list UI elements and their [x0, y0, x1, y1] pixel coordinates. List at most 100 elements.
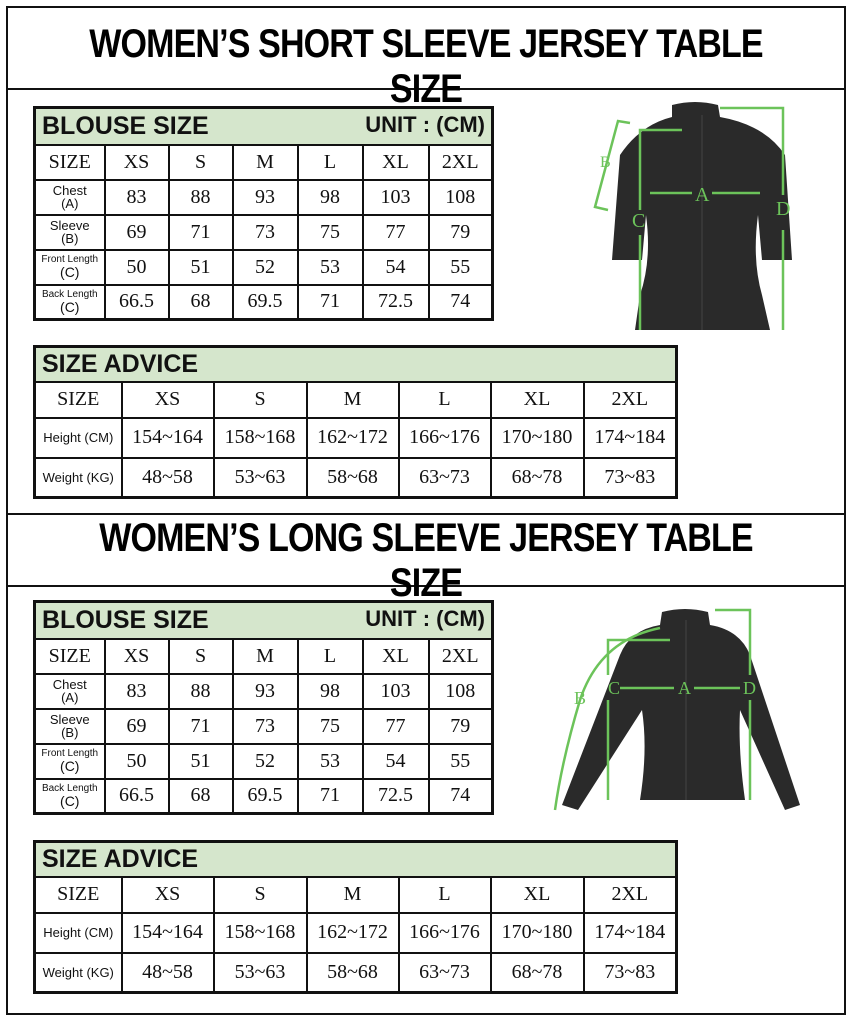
value-cell: 79 — [427, 707, 494, 745]
size-header-cell: L — [296, 637, 364, 675]
table-row: Back Length (C) 66.5 68 69.5 71 72.5 74 — [33, 283, 494, 321]
row-label: Weight (KG) — [33, 951, 123, 994]
value-cell: 53~63 — [212, 456, 308, 499]
table-row: Back Length (C) 66.5 68 69.5 71 72.5 74 — [33, 777, 494, 815]
size-row: SIZE XS S M L XL 2XL — [33, 637, 494, 675]
section-title: WOMEN’S SHORT SLEEVE JERSEY TABLE SIZE — [89, 22, 763, 111]
size-header-cell: SIZE — [33, 143, 106, 181]
size-header-cell: M — [231, 637, 299, 675]
label-a: A — [678, 678, 691, 698]
size-header-cell: SIZE — [33, 637, 106, 675]
value-cell: 77 — [361, 213, 430, 251]
page-frame — [6, 6, 846, 1015]
table-row: Height (CM) 154~164 158~168 162~172 166~176 1… — [33, 416, 678, 459]
value-cell: 108 — [427, 672, 494, 710]
value-cell: 162~172 — [305, 911, 400, 954]
blouse-size-table: BLOUSE SIZE UNIT : (CM) SIZE XS S M L XL 2XL Ches… — [33, 600, 494, 815]
size-header-cell: 2XL — [427, 637, 494, 675]
value-cell: 69.5 — [231, 777, 299, 815]
value-cell: 69 — [103, 707, 170, 745]
label-c: C — [608, 678, 620, 698]
blouse-header: BLOUSE SIZE UNIT : (CM) — [33, 600, 494, 640]
table-row: Front Length (C) 50 51 52 53 54 55 — [33, 248, 494, 286]
size-header-cell: S — [212, 875, 308, 914]
measure-code: (B) — [61, 725, 79, 740]
value-cell: 74 — [427, 283, 494, 321]
label-b: B — [574, 688, 586, 708]
value-cell: 69.5 — [231, 283, 299, 321]
measure-code: (C) — [60, 792, 80, 809]
size-header-cell: 2XL — [582, 380, 678, 419]
value-cell: 158~168 — [212, 416, 308, 459]
size-header-cell: XS — [103, 637, 170, 675]
advice-header: SIZE ADVICE — [33, 345, 678, 383]
size-header-cell: XL — [489, 380, 585, 419]
row-label: Height (CM) — [33, 911, 123, 954]
size-header-cell: XS — [103, 143, 170, 181]
value-cell: 55 — [427, 742, 494, 780]
row-label: Sleeve (B) — [33, 213, 106, 251]
size-header-cell: M — [305, 875, 400, 914]
value-cell: 72.5 — [361, 777, 430, 815]
size-advice-table: SIZE ADVICE SIZE XS S M L XL 2XL Height (CM) 154~… — [33, 345, 679, 499]
row-label: Height (CM) — [33, 416, 123, 459]
value-cell: 68~78 — [489, 456, 585, 499]
divider — [6, 585, 846, 587]
value-cell: 71 — [296, 777, 364, 815]
value-cell: 51 — [167, 248, 234, 286]
unit-label: UNIT : (CM) — [365, 111, 485, 137]
size-row: SIZE XS S M L XL 2XL — [33, 875, 678, 914]
value-cell: 74 — [427, 777, 494, 815]
advice-header: SIZE ADVICE — [33, 840, 678, 878]
value-cell: 79 — [427, 213, 494, 251]
table-row: Chest (A) 83 88 93 98 103 108 — [33, 672, 494, 710]
size-header-cell: XS — [120, 380, 215, 419]
divider — [6, 513, 846, 515]
size-header-cell: SIZE — [33, 875, 123, 914]
table-row: Chest (A) 83 88 93 98 103 108 — [33, 178, 494, 216]
value-cell: 53~63 — [212, 951, 308, 994]
value-cell: 53 — [296, 248, 364, 286]
label-c: C — [632, 210, 645, 232]
size-header-cell: M — [231, 143, 299, 181]
value-cell: 75 — [296, 707, 364, 745]
value-cell: 75 — [296, 213, 364, 251]
value-cell: 77 — [361, 707, 430, 745]
value-cell: 48~58 — [120, 456, 215, 499]
measure-code: (A) — [61, 690, 79, 705]
table-row: Front Length (C) 50 51 52 53 54 55 — [33, 742, 494, 780]
value-cell: 52 — [231, 742, 299, 780]
value-cell: 174~184 — [582, 416, 678, 459]
value-cell: 73~83 — [582, 456, 678, 499]
measure-code: (C) — [60, 264, 80, 280]
row-label: Weight (KG) — [33, 456, 123, 499]
value-cell: 93 — [231, 178, 299, 216]
value-cell: 158~168 — [212, 911, 308, 954]
value-cell: 66.5 — [103, 777, 170, 815]
value-cell: 58~68 — [305, 456, 400, 499]
size-header-cell: XS — [120, 875, 215, 914]
value-cell: 103 — [361, 672, 430, 710]
measure-name: Front Length — [41, 748, 99, 759]
label-d: D — [776, 198, 790, 220]
value-cell: 166~176 — [397, 416, 492, 459]
size-row: SIZE XS S M L XL 2XL — [33, 143, 494, 181]
size-header-cell: L — [397, 875, 492, 914]
value-cell: 58~68 — [305, 951, 400, 994]
label-b: B — [600, 154, 611, 171]
value-cell: 170~180 — [489, 416, 585, 459]
measure-code: (C) — [60, 758, 80, 774]
value-cell: 68 — [167, 283, 234, 321]
blouse-size-table: BLOUSE SIZE UNIT : (CM) SIZE XS S M L XL 2XL Ches… — [33, 106, 494, 321]
blouse-title: BLOUSE SIZE — [42, 605, 209, 634]
value-cell: 71 — [167, 707, 234, 745]
size-header-cell: S — [167, 143, 234, 181]
size-header-cell: 2XL — [427, 143, 494, 181]
value-cell: 63~73 — [397, 951, 492, 994]
size-header-cell: S — [167, 637, 234, 675]
size-header-cell: L — [397, 380, 492, 419]
measure-code: (A) — [61, 196, 79, 211]
value-cell: 52 — [231, 248, 299, 286]
value-cell: 63~73 — [397, 456, 492, 499]
value-cell: 93 — [231, 672, 299, 710]
